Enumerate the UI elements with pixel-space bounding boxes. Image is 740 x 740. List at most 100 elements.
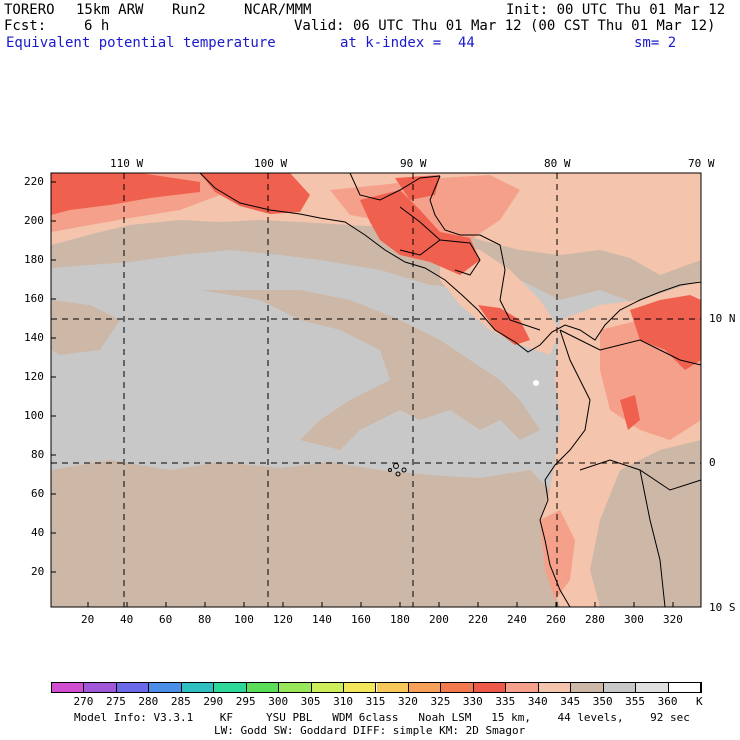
island bbox=[395, 471, 401, 477]
red-region-mexico-south bbox=[200, 173, 310, 214]
resolution: 15km ARW bbox=[76, 2, 144, 18]
level-info: at k-index = 44 bbox=[340, 35, 475, 51]
tan-region-south bbox=[51, 460, 560, 607]
colorbar-swatch bbox=[636, 683, 669, 692]
colorbar-label: 285 bbox=[170, 695, 191, 708]
colorbar-swatch bbox=[52, 683, 85, 692]
border-honduras bbox=[439, 239, 481, 276]
coastline-caribbean bbox=[429, 175, 541, 331]
lat-label-10n: 10 N bbox=[709, 312, 736, 325]
colorbar-label: 350 bbox=[592, 695, 613, 708]
colorbar-swatch bbox=[246, 683, 280, 692]
colorbar-label: 345 bbox=[560, 695, 581, 708]
x-tick-label: 80 bbox=[198, 613, 212, 626]
forecast-label: Fcst: bbox=[4, 18, 47, 34]
smoothing-info: sm= 2 bbox=[634, 35, 677, 51]
colorbar-swatch bbox=[571, 683, 604, 692]
init-time: Init: 00 UTC Thu 01 Mar 12 bbox=[506, 2, 726, 18]
lat-label-0: 0 bbox=[709, 456, 716, 469]
x-tick-label: 140 bbox=[312, 613, 332, 626]
physics-info: LW: Godd SW: Goddard DIFF: simple KM: 2D… bbox=[214, 724, 526, 737]
model-name: TORERO bbox=[4, 2, 55, 18]
model-info: Model Info: V3.3.1 KF YSU PBL WDM 6class… bbox=[74, 711, 690, 724]
map-fill bbox=[51, 173, 701, 607]
colorbar-label: 305 bbox=[300, 695, 321, 708]
colorbar-swatch bbox=[408, 683, 442, 692]
tan-band-central bbox=[200, 290, 540, 450]
y-tick-label: 80 bbox=[31, 448, 45, 461]
colorbar-swatch bbox=[603, 683, 637, 692]
colorbar-label: 325 bbox=[430, 695, 451, 708]
colorbar-label: 360 bbox=[657, 695, 678, 708]
x-tick-label: 300 bbox=[624, 613, 644, 626]
colorbar-label: 300 bbox=[268, 695, 289, 708]
y-tick-label: 140 bbox=[24, 331, 44, 344]
y-axis-ticks bbox=[51, 181, 56, 573]
white-spot bbox=[533, 380, 539, 386]
lon-label-70w: 70 W bbox=[688, 157, 715, 170]
x-tick-label: 320 bbox=[663, 613, 683, 626]
colorbar-swatch bbox=[506, 683, 539, 692]
colorbar-swatch bbox=[376, 683, 409, 692]
lon-label-90w: 90 W bbox=[400, 157, 427, 170]
colorbar bbox=[51, 682, 702, 693]
coastline-south-america bbox=[539, 329, 591, 608]
x-tick-label: 180 bbox=[390, 613, 410, 626]
colorbar-label: 340 bbox=[527, 695, 548, 708]
tan-patch-west bbox=[51, 300, 120, 355]
coastline-gulf bbox=[349, 172, 441, 201]
y-tick-label: 200 bbox=[24, 214, 44, 227]
colorbar-label: 315 bbox=[365, 695, 386, 708]
colorbar-label: 330 bbox=[462, 695, 483, 708]
colorbar-label: 335 bbox=[495, 695, 516, 708]
y-tick-label: 40 bbox=[31, 526, 45, 539]
map-panel bbox=[50, 172, 702, 608]
colorbar-swatch bbox=[279, 683, 312, 692]
coastline-pacific bbox=[199, 172, 702, 353]
x-tick-label: 40 bbox=[120, 613, 134, 626]
border-peru-brazil bbox=[639, 469, 666, 608]
x-tick-label: 280 bbox=[585, 613, 605, 626]
red-region-yucatan bbox=[395, 175, 440, 200]
y-tick-label: 20 bbox=[31, 565, 45, 578]
latlon-grid bbox=[51, 173, 701, 607]
y-tick-label: 160 bbox=[24, 292, 44, 305]
forecast-hour: 6 h bbox=[84, 18, 110, 34]
lon-label-100w: 100 W bbox=[254, 157, 288, 170]
island bbox=[401, 467, 407, 473]
colorbar-swatch bbox=[668, 683, 701, 692]
red-region-andes-spot bbox=[620, 395, 640, 430]
colorbar-swatch bbox=[149, 683, 182, 692]
x-tick-label: 260 bbox=[546, 613, 566, 626]
colorbar-label: 275 bbox=[105, 695, 126, 708]
colorbar-swatch bbox=[441, 683, 474, 692]
y-tick-label: 120 bbox=[24, 370, 44, 383]
lon-label-110w: 110 W bbox=[110, 157, 144, 170]
red-region-mexico-west bbox=[51, 173, 200, 215]
map-frame bbox=[50, 172, 702, 608]
y-tick-label: 180 bbox=[24, 253, 44, 266]
island bbox=[388, 468, 392, 472]
colorbar-swatch bbox=[181, 683, 215, 692]
x-tick-label: 240 bbox=[507, 613, 527, 626]
field-name: Equivalent potential temperature bbox=[6, 35, 276, 51]
border-colombia-north bbox=[559, 329, 702, 366]
colorbar-swatch bbox=[214, 683, 247, 692]
colorbar-swatch bbox=[473, 683, 507, 692]
run-label: Run2 bbox=[172, 2, 206, 18]
x-axis-ticks bbox=[87, 602, 674, 607]
y-tick-label: 100 bbox=[24, 409, 44, 422]
colorbar-label: 280 bbox=[138, 695, 159, 708]
x-tick-label: 220 bbox=[468, 613, 488, 626]
colorbar-swatch bbox=[116, 683, 150, 692]
x-tick-label: 160 bbox=[351, 613, 371, 626]
y-tick-label: 220 bbox=[24, 175, 44, 188]
salmon-mid-peru bbox=[540, 510, 575, 600]
valid-time: Valid: 06 UTC Thu 01 Mar 12 (00 CST Thu … bbox=[294, 18, 716, 34]
lat-label-10s: 10 S bbox=[709, 601, 736, 614]
colorbar-swatch bbox=[538, 683, 572, 692]
red-region-venezuela bbox=[630, 295, 701, 370]
x-tick-label: 100 bbox=[234, 613, 254, 626]
org-label: NCAR/MMM bbox=[244, 2, 312, 18]
colorbar-label: 355 bbox=[625, 695, 646, 708]
